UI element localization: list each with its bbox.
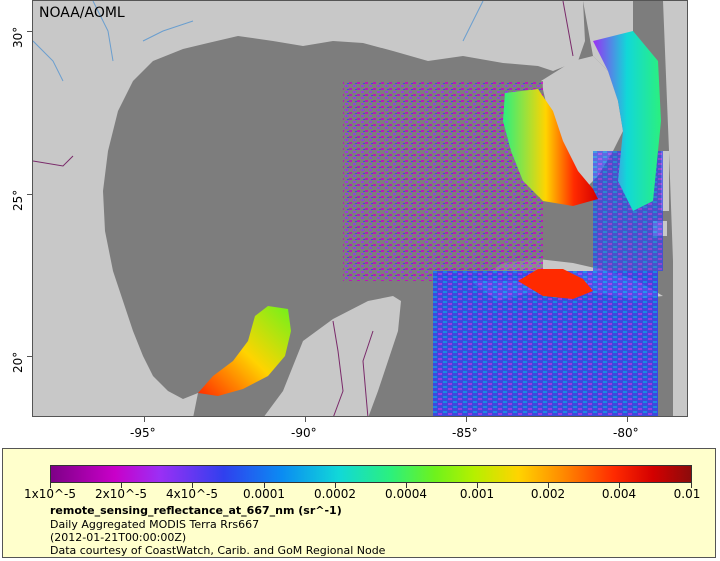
colorbar-tick (691, 483, 692, 488)
legend-panel: 1x10^-5 2x10^-5 4x10^-5 0.0001 0.0002 0.… (2, 448, 716, 558)
colorbar-tick (477, 483, 478, 488)
colorbar-label: 0.0002 (314, 487, 356, 501)
colorbar-tick (264, 483, 265, 488)
colorbar-tick (548, 483, 549, 488)
x-tick-label: -95° (130, 426, 156, 440)
colorbar-tick (121, 483, 122, 488)
colorbar (50, 465, 692, 483)
x-tick-label: -85° (452, 426, 478, 440)
attribution-label: NOAA/AOML (39, 5, 125, 21)
colorbar-tick (619, 483, 620, 488)
map-panel[interactable]: NOAA/AOML (32, 0, 688, 417)
river-line (33, 1, 484, 82)
map-canvas (33, 1, 687, 416)
colorbar-label: 2x10^-5 (94, 487, 148, 501)
x-tick-label: -90° (291, 426, 317, 440)
campeche-data (198, 306, 291, 396)
data-credit: Data courtesy of CoastWatch, Carib. and … (50, 544, 386, 557)
colorbar-label: 0.004 (601, 487, 637, 501)
colorbar-tick (335, 483, 336, 488)
colorbar-label: 1x10^-5 (23, 487, 77, 501)
y-tick (27, 356, 32, 357)
cuba-shelf-data (518, 269, 593, 299)
y-tick-label: 30° (11, 26, 25, 48)
colorbar-tick (406, 483, 407, 488)
x-tick (627, 417, 628, 422)
y-tick (27, 31, 32, 32)
y-tick (27, 194, 32, 195)
x-tick (144, 417, 145, 422)
florida-shelf-data (503, 89, 598, 206)
us-gulf-coast-land (33, 1, 585, 416)
timestamp: (2012-01-21T00:00:00Z) (50, 531, 187, 544)
colorbar-label: 0.0001 (243, 487, 285, 501)
dataset-name: Daily Aggregated MODIS Terra Rrs667 (50, 518, 260, 531)
colorbar-tick (192, 483, 193, 488)
colorbar-label: 0.002 (530, 487, 566, 501)
east-land-strip (663, 1, 687, 416)
colorbar-label: 0.001 (459, 487, 495, 501)
yucatan-land (264, 296, 401, 416)
x-tick-label: -80° (613, 426, 639, 440)
colorbar-tick (50, 483, 51, 488)
border-line (33, 1, 574, 416)
colorbar-label: 4x10^-5 (165, 487, 219, 501)
y-tick-label: 25° (11, 189, 25, 211)
y-tick-label: 20° (11, 351, 25, 373)
colorbar-label: 0.0004 (385, 487, 427, 501)
colorbar-label: 0.01 (673, 487, 701, 501)
x-tick (466, 417, 467, 422)
bahamas-data (593, 31, 661, 211)
variable-name: remote_sensing_reflectance_at_667_nm (sr… (50, 504, 342, 517)
x-tick (305, 417, 306, 422)
